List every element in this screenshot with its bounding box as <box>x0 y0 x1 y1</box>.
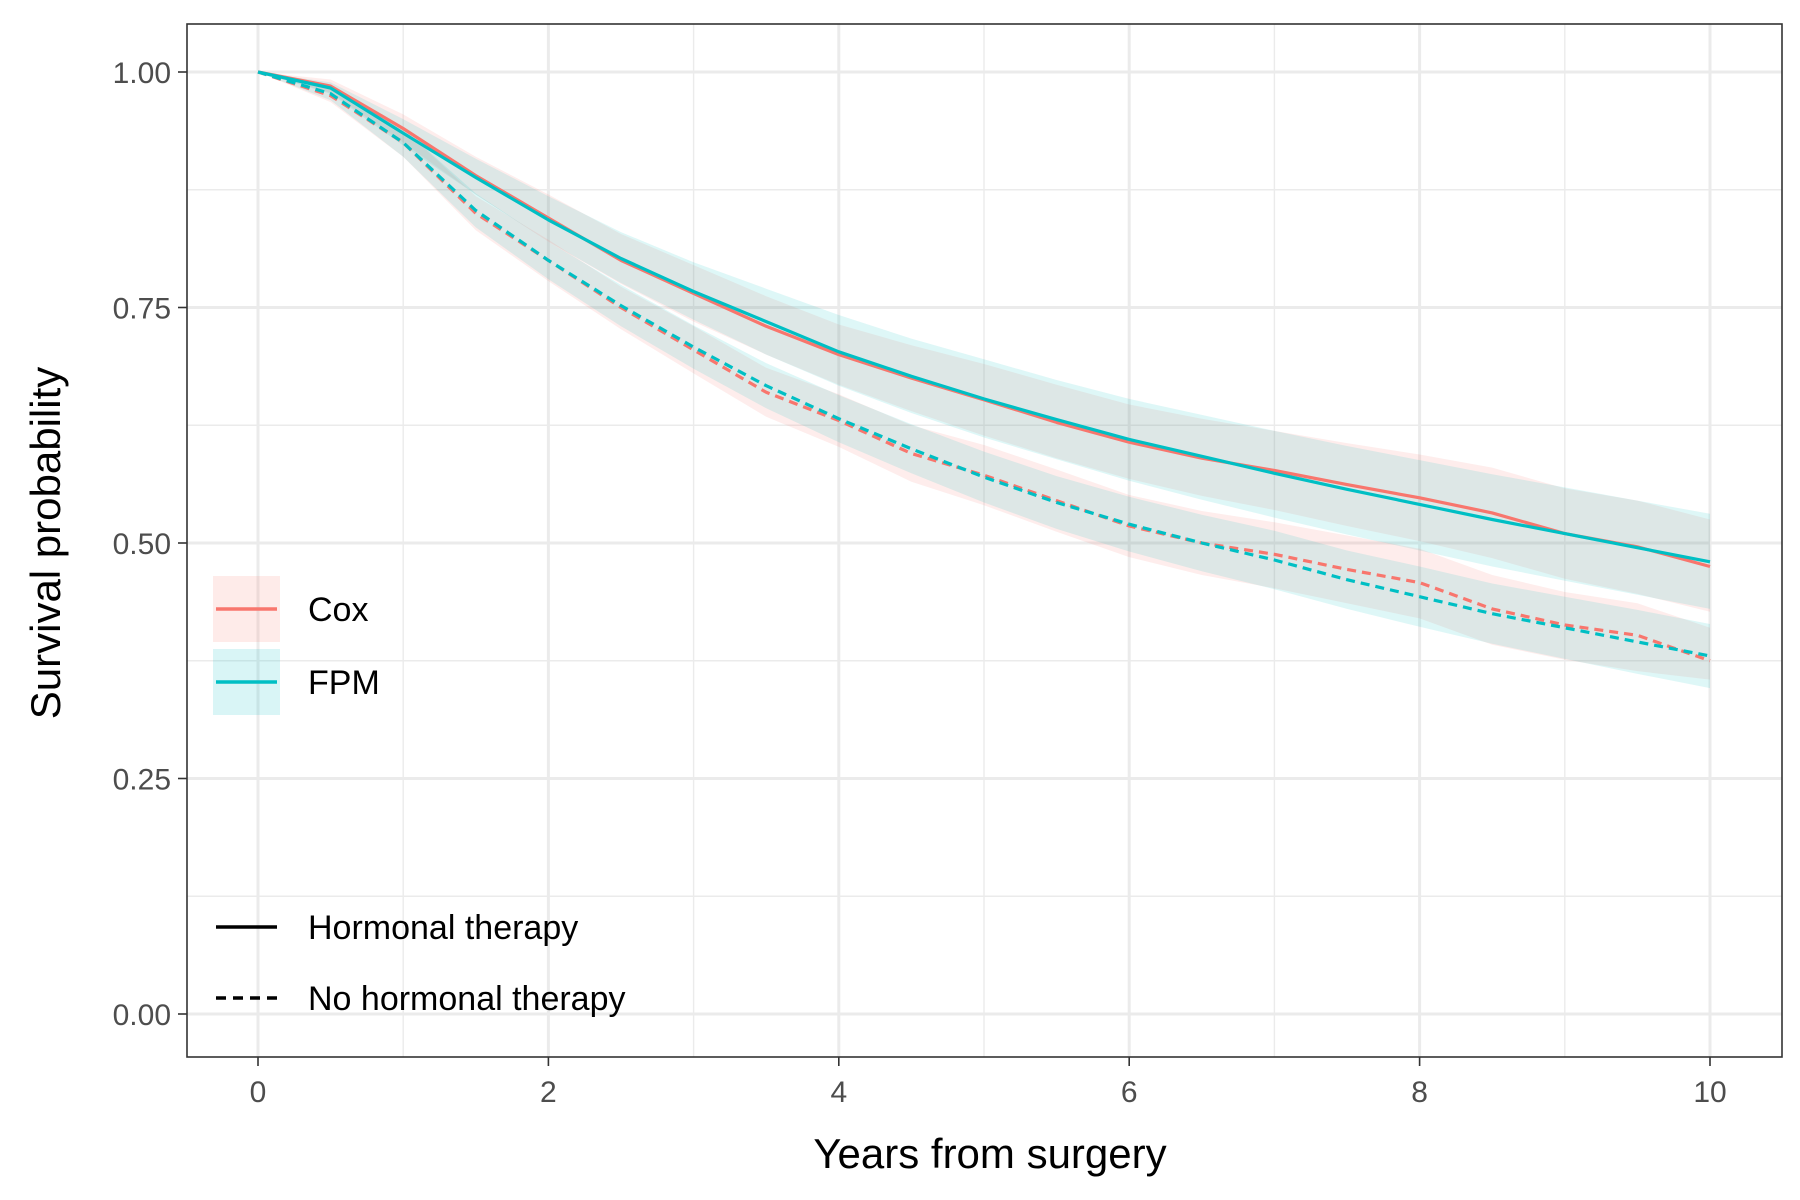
survival-curves <box>257 70 1711 663</box>
y-axis-title: Survival probability <box>22 367 69 720</box>
y-tick-label: 0.75 <box>113 293 171 326</box>
ribbon-fpm-hormonal-therapy <box>258 72 1710 609</box>
legend-label-cox: Cox <box>308 591 368 629</box>
x-tick-label: 0 <box>250 1076 267 1109</box>
y-tick-label: 0.00 <box>113 999 171 1032</box>
legend-item-cox: Cox <box>213 576 368 642</box>
legend-item-hormonal-therapy: Hormonal therapy <box>216 909 578 947</box>
y-tick-label: 1.00 <box>113 57 171 90</box>
legend-label-no-hormonal-therapy: No hormonal therapy <box>308 980 626 1018</box>
x-tick-label: 10 <box>1693 1076 1726 1109</box>
major-gridlines <box>187 24 1782 1057</box>
y-tick-label: 0.50 <box>113 528 171 561</box>
curve-fpm-no-hormonal-therapy <box>257 70 1711 658</box>
y-tick-label: 0.25 <box>113 764 171 797</box>
x-tick-label: 4 <box>830 1076 847 1109</box>
legend-label-hormonal-therapy: Hormonal therapy <box>308 909 578 947</box>
curve-fpm-hormonal-therapy <box>257 70 1711 564</box>
x-tick-label: 2 <box>540 1076 557 1109</box>
legend-item-no-hormonal-therapy: No hormonal therapy <box>216 980 626 1018</box>
x-tick-label: 6 <box>1121 1076 1138 1109</box>
x-axis-title: Years from surgery <box>813 1130 1166 1177</box>
ribbon-cox-hormonal-therapy <box>258 72 1710 612</box>
x-axis: 0 2 4 6 8 10 <box>250 1057 1727 1109</box>
plot-panel-border <box>186 23 1783 1058</box>
y-axis: 0.00 0.25 0.50 0.75 1.00 <box>113 57 187 1032</box>
legend-item-fpm: FPM <box>213 649 380 715</box>
x-tick-label: 8 <box>1411 1076 1428 1109</box>
legend: Cox FPM Hormonal therapy No hormonal the… <box>213 576 626 1018</box>
legend-label-fpm: FPM <box>308 664 380 702</box>
